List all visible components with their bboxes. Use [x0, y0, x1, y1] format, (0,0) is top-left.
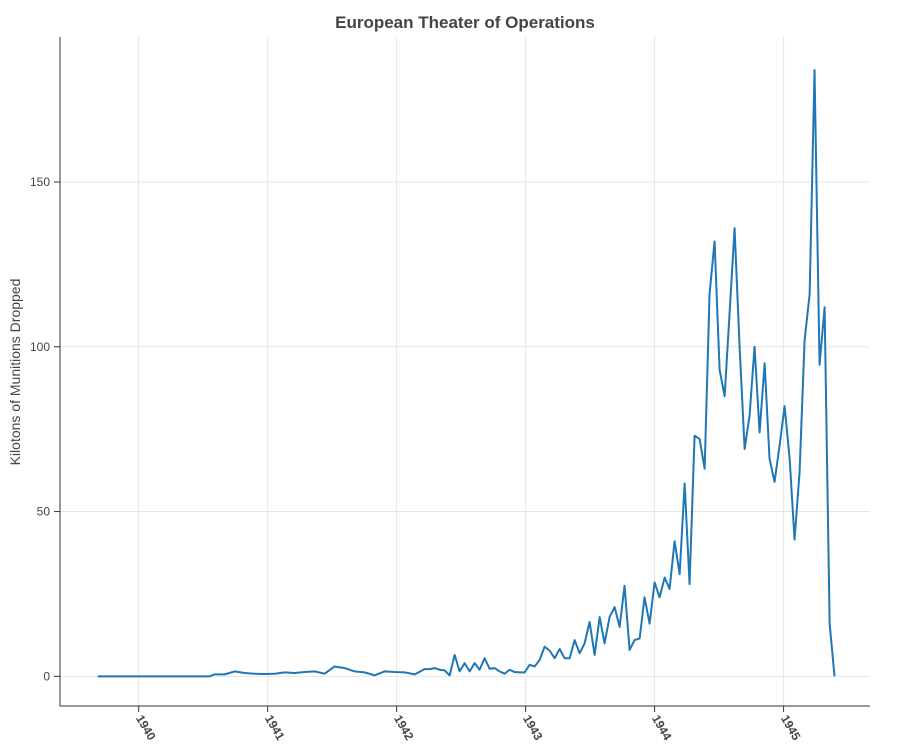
x-tick-label: 1942 [391, 713, 417, 743]
x-tick-label: 1941 [262, 713, 288, 743]
data-line [97, 68, 836, 678]
x-tick-label: 1943 [520, 713, 546, 743]
x-tick-label: 1944 [649, 713, 675, 743]
y-tick-label: 150 [30, 175, 50, 189]
y-tick-label: 50 [37, 505, 51, 519]
y-axis-label: Kilotons of Munitions Dropped [7, 279, 23, 466]
x-tick-label: 1940 [133, 713, 159, 743]
x-tick-label: 1945 [778, 713, 804, 743]
y-tick-label: 100 [30, 340, 50, 354]
y-tick-label: 0 [43, 669, 50, 683]
chart-title: European Theater of Operations [335, 13, 595, 32]
